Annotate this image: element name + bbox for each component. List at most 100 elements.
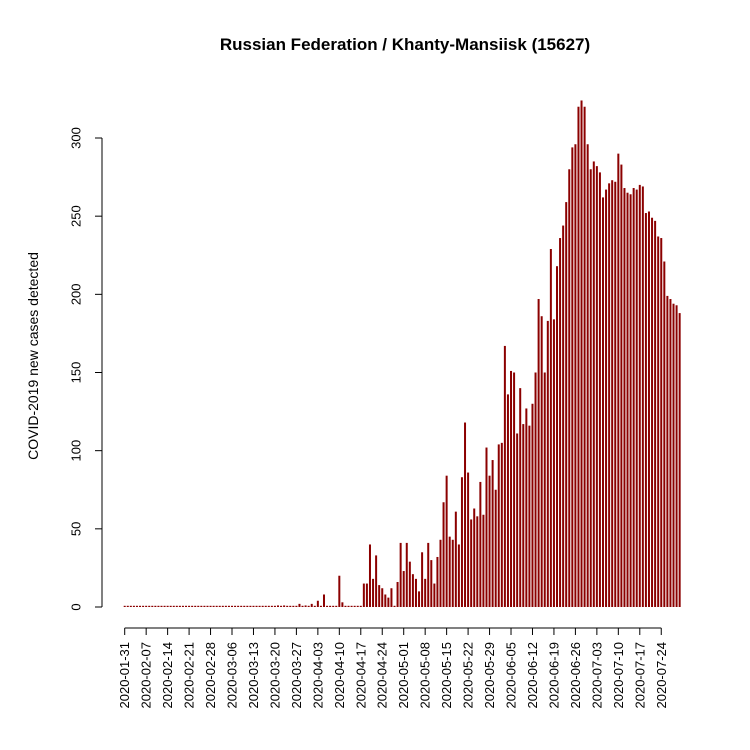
bar bbox=[595, 166, 598, 607]
bar bbox=[399, 542, 402, 607]
bar bbox=[562, 225, 565, 608]
bar bbox=[408, 561, 411, 607]
bar bbox=[132, 605, 135, 607]
bar bbox=[620, 164, 623, 607]
bar bbox=[519, 388, 522, 607]
bar bbox=[454, 511, 457, 607]
bar bbox=[154, 605, 157, 607]
bar bbox=[445, 475, 448, 607]
x-tick-label: 2020-07-24 bbox=[654, 642, 669, 709]
bar bbox=[605, 189, 608, 607]
bar bbox=[460, 477, 463, 607]
bar bbox=[188, 605, 191, 607]
bar bbox=[531, 403, 534, 607]
bar bbox=[675, 305, 678, 607]
x-tick-label: 2020-05-29 bbox=[482, 642, 497, 709]
bar bbox=[405, 542, 408, 607]
x-tick-label: 2020-04-24 bbox=[375, 642, 390, 709]
bar bbox=[123, 605, 126, 607]
bar bbox=[651, 217, 654, 608]
bar bbox=[139, 605, 142, 607]
bar bbox=[316, 600, 319, 607]
bar bbox=[148, 605, 151, 607]
bar bbox=[635, 189, 638, 607]
bar bbox=[402, 571, 405, 607]
bar bbox=[304, 605, 307, 607]
x-tick-label: 2020-03-20 bbox=[267, 642, 282, 709]
bar bbox=[448, 536, 451, 607]
bar bbox=[252, 605, 255, 607]
x-tick-label: 2020-06-26 bbox=[568, 642, 583, 709]
bar bbox=[178, 605, 181, 607]
bar bbox=[669, 299, 672, 607]
bar bbox=[292, 605, 295, 607]
x-tick-label: 2020-04-03 bbox=[310, 642, 325, 709]
x-tick-label: 2020-03-27 bbox=[289, 642, 304, 709]
bar bbox=[543, 372, 546, 607]
bar bbox=[197, 605, 200, 607]
bar bbox=[280, 605, 283, 607]
x-tick-label: 2020-02-21 bbox=[182, 642, 197, 709]
bar bbox=[556, 266, 559, 607]
bar bbox=[298, 603, 301, 607]
bar bbox=[510, 370, 513, 607]
bar bbox=[277, 605, 279, 607]
bar bbox=[411, 574, 414, 607]
bar bbox=[160, 605, 163, 607]
x-tick-label: 2020-05-15 bbox=[439, 642, 454, 709]
bar bbox=[442, 502, 445, 607]
bar bbox=[126, 605, 129, 607]
bar bbox=[319, 605, 322, 607]
x-tick-label: 2020-04-10 bbox=[332, 642, 347, 709]
bar bbox=[663, 261, 666, 607]
bar bbox=[617, 153, 620, 607]
bar bbox=[200, 605, 203, 607]
bar bbox=[172, 605, 175, 607]
bar bbox=[310, 603, 313, 607]
y-tick-label: 0 bbox=[69, 603, 84, 610]
bar bbox=[439, 539, 442, 607]
bar bbox=[243, 605, 246, 607]
bars bbox=[123, 100, 681, 608]
bar bbox=[433, 583, 436, 607]
bar bbox=[246, 605, 249, 607]
bar bbox=[559, 238, 562, 608]
bar bbox=[479, 481, 482, 607]
bar bbox=[641, 186, 644, 607]
bar bbox=[396, 581, 399, 607]
bar bbox=[457, 544, 460, 607]
bar bbox=[295, 605, 298, 607]
bar bbox=[421, 552, 424, 607]
bar bbox=[540, 316, 543, 607]
bar bbox=[586, 144, 589, 607]
bar bbox=[577, 106, 580, 607]
bar bbox=[375, 555, 378, 607]
bar bbox=[678, 313, 681, 607]
bar bbox=[589, 169, 592, 607]
bar bbox=[372, 578, 375, 607]
bar bbox=[491, 460, 494, 607]
bar bbox=[598, 172, 601, 607]
bar bbox=[135, 605, 138, 607]
bar bbox=[240, 605, 243, 607]
x-tick-label: 2020-01-31 bbox=[117, 642, 132, 709]
y-tick-label: 300 bbox=[69, 127, 84, 149]
bar bbox=[221, 605, 224, 607]
bar bbox=[384, 594, 387, 607]
bar bbox=[362, 583, 365, 607]
bar bbox=[436, 556, 439, 607]
bar bbox=[234, 605, 237, 607]
bar bbox=[672, 303, 675, 607]
x-tick-label: 2020-07-10 bbox=[611, 642, 626, 709]
bar bbox=[209, 605, 212, 607]
x-tick-label: 2020-03-13 bbox=[246, 642, 261, 709]
bar bbox=[378, 585, 381, 607]
bar bbox=[497, 444, 500, 607]
bar bbox=[218, 605, 221, 607]
bar bbox=[301, 605, 304, 607]
bar bbox=[654, 220, 657, 608]
bar bbox=[580, 100, 583, 607]
y-tick-label: 250 bbox=[69, 205, 84, 227]
